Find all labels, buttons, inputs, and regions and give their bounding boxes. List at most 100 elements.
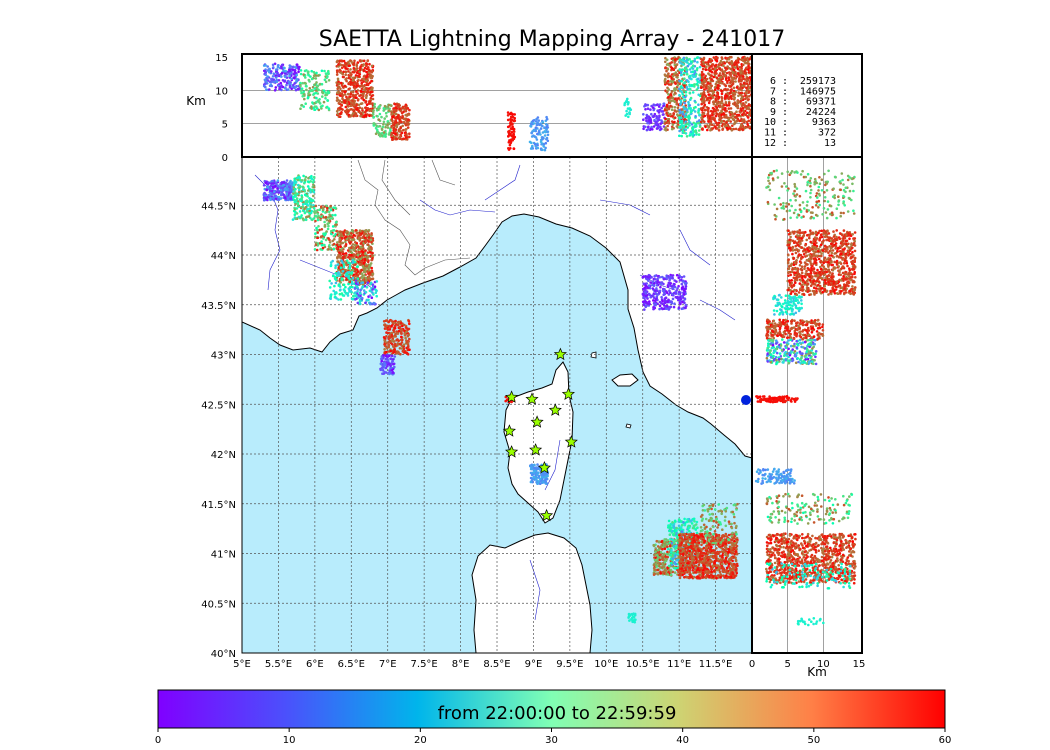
lightning-point — [684, 553, 688, 557]
altitude-point — [335, 73, 339, 76]
lightning-point — [339, 245, 342, 248]
lightning-point — [716, 536, 719, 540]
lightning-point — [356, 290, 359, 293]
lon-tick-label: 11.5°E — [699, 659, 733, 670]
altitude-point — [327, 90, 330, 93]
lightning-point — [390, 334, 394, 338]
lightning-point — [730, 567, 733, 571]
altitude-point — [314, 89, 318, 92]
altitude-point — [296, 88, 300, 91]
lightning-point — [391, 343, 394, 346]
lightning-point — [399, 342, 403, 346]
lightning-point — [725, 572, 729, 575]
lightning-point — [303, 193, 307, 196]
altitude-point — [364, 110, 367, 114]
lightning-point — [680, 282, 684, 286]
station-star — [502, 424, 516, 437]
lightning-point — [352, 248, 355, 252]
altitude-point — [307, 92, 310, 96]
lightning-point — [397, 329, 401, 333]
altitude-point — [335, 110, 339, 113]
lightning-point — [659, 551, 663, 554]
lightning-point — [730, 547, 733, 550]
lon-tick-label: 5.5°E — [265, 659, 292, 670]
lightning-point — [652, 307, 655, 311]
lightning-point — [347, 282, 350, 286]
lightning-point — [666, 300, 669, 304]
lightning-point — [541, 473, 545, 476]
altitude-point — [386, 126, 390, 129]
altitude-point — [327, 70, 330, 74]
lightning-point — [708, 513, 711, 516]
lightning-point — [357, 296, 360, 299]
lightning-point — [661, 299, 664, 303]
lightning-point — [662, 302, 665, 306]
lightning-point — [338, 238, 342, 241]
lightning-point — [334, 264, 338, 268]
lightning-point — [703, 570, 707, 574]
lightning-point — [346, 294, 350, 297]
lightning-point — [704, 517, 708, 521]
altitude-point — [357, 75, 361, 78]
lightning-point — [339, 281, 343, 284]
lightning-point — [705, 525, 708, 529]
lightning-point — [384, 341, 388, 344]
altitude-point — [276, 64, 280, 67]
altitude-point — [361, 64, 364, 68]
lightning-point — [536, 463, 539, 466]
lightning-point — [724, 574, 728, 577]
lon-tick-label: 10.5°E — [626, 659, 660, 670]
altitude-point — [373, 106, 376, 109]
altitude-point — [294, 66, 297, 69]
altitude-point — [358, 106, 362, 109]
altitude-point — [285, 83, 288, 87]
lightning-point — [714, 557, 718, 560]
lightning-point — [359, 242, 363, 245]
lightning-point — [667, 293, 671, 296]
lightning-point — [691, 547, 695, 551]
lightning-point — [367, 233, 370, 237]
lightning-point — [359, 302, 362, 306]
altitude-point — [383, 117, 387, 120]
lightning-point — [691, 540, 694, 543]
altitude-point — [343, 93, 347, 96]
lightning-point — [644, 275, 647, 278]
lightning-point — [363, 274, 366, 277]
lightning-point — [316, 231, 320, 234]
lightning-point — [666, 573, 670, 576]
lightning-point — [734, 504, 738, 507]
lightning-point — [291, 195, 295, 199]
lon-tick-label: 8°E — [452, 659, 470, 670]
lat-tick-label: 43.5°N — [201, 301, 236, 312]
lightning-point — [703, 540, 706, 544]
lon-tick-label: 6.5°E — [338, 659, 365, 670]
lightning-point — [682, 547, 685, 551]
altitude-point — [368, 93, 372, 96]
altitude-point — [284, 69, 287, 73]
lightning-point — [694, 528, 698, 531]
lightning-point — [679, 526, 683, 529]
altitude-point — [353, 111, 357, 114]
lightning-point — [679, 297, 683, 301]
lightning-point — [335, 297, 338, 300]
lightning-point — [722, 574, 725, 577]
lightning-point — [403, 332, 407, 335]
altitude-point — [357, 109, 361, 113]
lightning-point — [731, 572, 735, 576]
lightning-point — [535, 480, 538, 484]
lightning-point — [717, 503, 720, 506]
altitude-point — [319, 105, 323, 108]
lightning-point — [289, 197, 292, 200]
lightning-point — [678, 576, 682, 580]
altitude-point — [392, 123, 396, 127]
lightning-point — [316, 212, 319, 215]
lightning-point — [375, 289, 378, 293]
lightning-point — [323, 225, 327, 228]
lightning-point — [270, 193, 274, 196]
altitude-point — [352, 90, 355, 94]
altitude-point — [365, 70, 368, 74]
lightning-point — [400, 335, 403, 339]
lightning-point — [692, 532, 695, 536]
altitude-point — [380, 115, 383, 119]
lightning-point — [319, 218, 322, 221]
